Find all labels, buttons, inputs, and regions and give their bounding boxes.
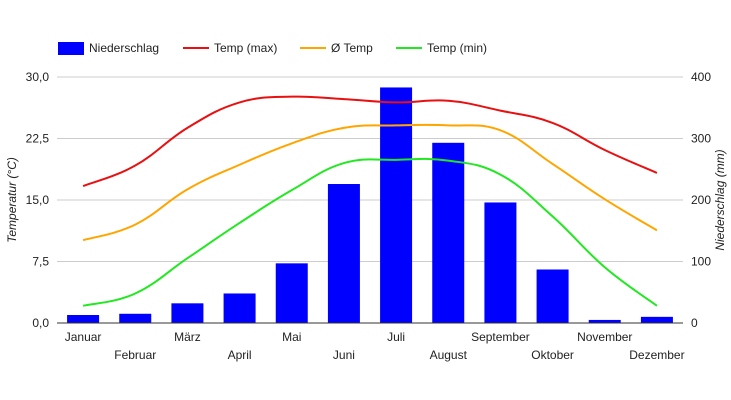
temp-max-line — [82, 95, 658, 187]
precipitation-bar — [275, 263, 308, 323]
precipitation-bar — [640, 316, 673, 323]
y-tick-label: 22,5 — [26, 132, 50, 146]
y2-tick-label: 200 — [691, 193, 711, 207]
x-tick-label: Januar — [65, 330, 102, 344]
x-tick-label: August — [430, 348, 468, 362]
x-tick-label: März — [174, 330, 201, 344]
x-tick-label: Dezember — [629, 348, 684, 362]
precipitation-bar — [327, 184, 360, 323]
x-tick-label: November — [577, 330, 632, 344]
x-tick-label: Juni — [333, 348, 355, 362]
x-tick-label: September — [471, 330, 530, 344]
y2-tick-label: 400 — [691, 70, 711, 84]
gridlines — [57, 76, 683, 262]
y-tick-label: 0,0 — [32, 316, 49, 330]
precipitation-bar — [171, 303, 204, 323]
legend-label: Temp (min) — [427, 41, 487, 55]
precipitation-bar — [380, 87, 413, 323]
y-tick-label: 15,0 — [26, 193, 50, 207]
precipitation-bar — [119, 313, 152, 323]
precipitation-bar — [484, 202, 517, 323]
y2-tick-label: 100 — [691, 255, 711, 269]
legend-label: Ø Temp — [331, 41, 373, 55]
precipitation-bar — [67, 315, 100, 323]
legend[interactable]: Niederschlag Temp (max) Ø Temp Temp (min) — [58, 41, 487, 55]
legend-swatch-bar — [58, 42, 84, 55]
x-tick-label: Mai — [282, 330, 301, 344]
x-tick-label: Juli — [387, 330, 405, 344]
temp-min-line — [82, 157, 658, 307]
precipitation-bar — [432, 142, 465, 323]
x-tick-label: April — [228, 348, 252, 362]
legend-item[interactable]: Niederschlag — [58, 41, 159, 55]
temp-avg-line — [82, 123, 658, 242]
right-axis-title: Niederschlag (mm) — [713, 149, 727, 250]
axes: 0,0 7,5 15,0 22,5 30,0 0 100 200 300 400 Januar Feb… — [26, 70, 712, 362]
x-tick-label: Oktober — [531, 348, 574, 362]
legend-item[interactable]: Temp (min) — [396, 41, 487, 55]
y2-tick-label: 0 — [691, 316, 698, 330]
y-tick-label: 30,0 — [26, 70, 50, 84]
x-tick-label: Februar — [114, 348, 156, 362]
legend-label: Temp (max) — [214, 41, 277, 55]
left-axis-title: Temperatur (°C) — [5, 157, 19, 243]
precipitation-bar — [588, 319, 621, 323]
precipitation-bar — [223, 293, 256, 323]
legend-item[interactable]: Ø Temp — [300, 41, 373, 55]
precipitation-bar — [536, 269, 569, 323]
legend-label: Niederschlag — [89, 41, 159, 55]
precipitation-bars — [67, 87, 673, 323]
y-tick-label: 7,5 — [32, 255, 49, 269]
legend-item[interactable]: Temp (max) — [183, 41, 277, 55]
y2-tick-label: 300 — [691, 132, 711, 146]
temperature-lines — [82, 95, 658, 307]
